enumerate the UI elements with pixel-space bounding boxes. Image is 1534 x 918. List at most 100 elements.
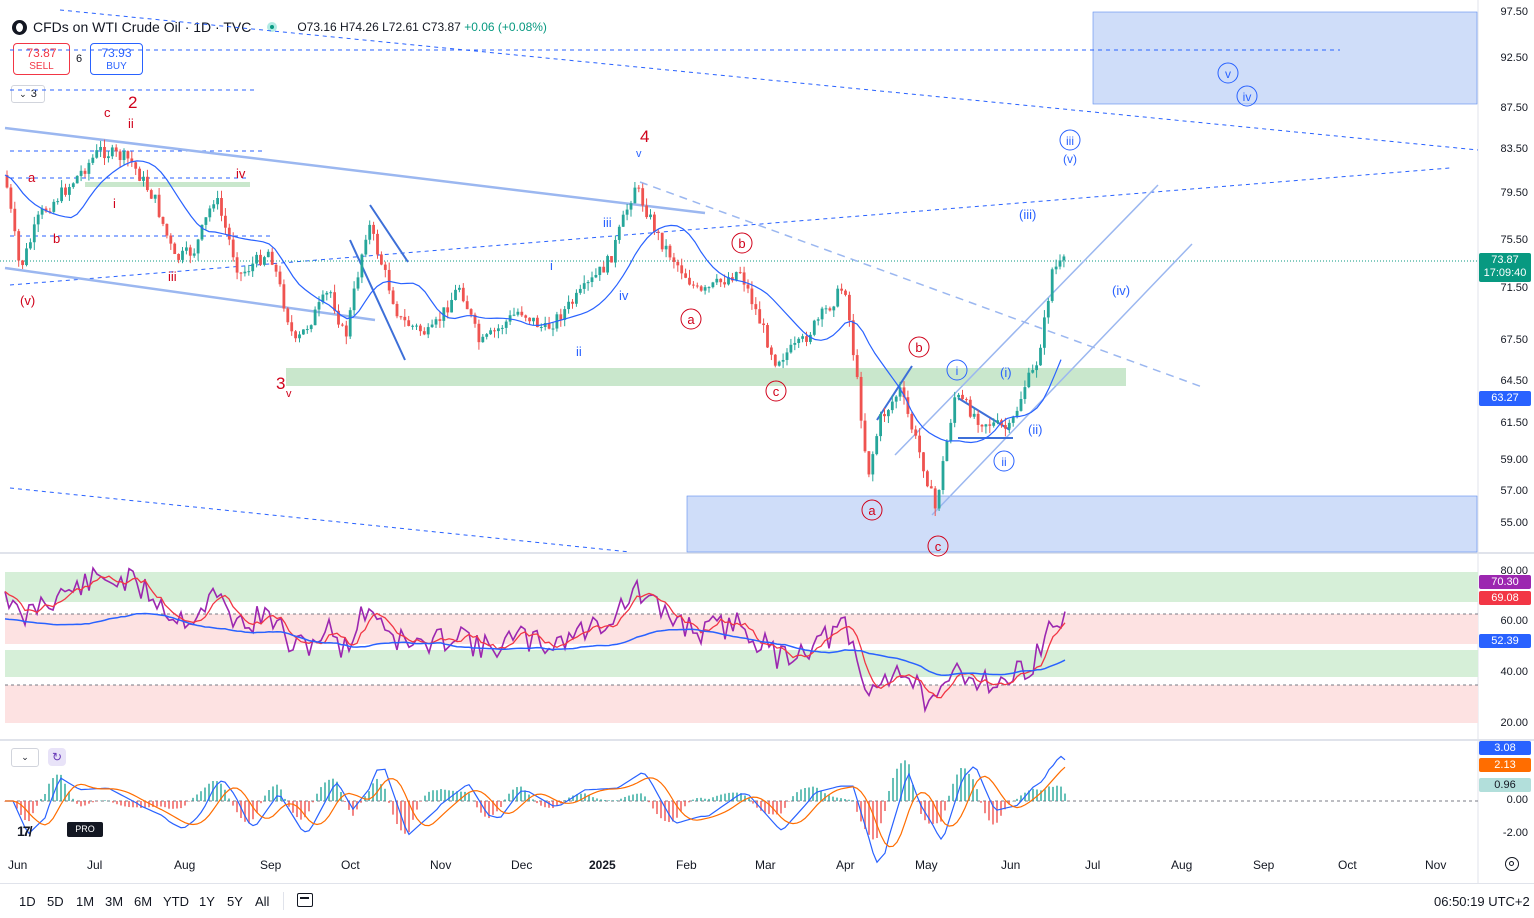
histogram-bar: [708, 798, 710, 801]
price-axis-label: 59.00: [1500, 454, 1528, 466]
target-box-upper[interactable]: [1092, 11, 1478, 105]
histogram-bar: [812, 786, 814, 801]
price-axis-label: 61.50: [1500, 417, 1528, 429]
candle: [883, 414, 886, 417]
histogram-bar: [252, 801, 254, 820]
timeframe-ytd-button[interactable]: YTD: [163, 894, 189, 909]
histogram-bar: [672, 801, 674, 822]
histogram-bar: [432, 790, 434, 801]
wave-label: b: [53, 231, 60, 246]
candle: [972, 413, 976, 417]
elliott-wave-labels-red[interactable]: c 2 ii a b i iv iii (v) 3 v 4: [20, 93, 649, 400]
rsi-long-ma-line[interactable]: [4, 612, 1066, 677]
channel-lines[interactable]: [4, 126, 1206, 516]
macd-histogram[interactable]: [4, 760, 1066, 840]
histogram-bar: [324, 782, 326, 801]
timeframe-3m-button[interactable]: 3M: [105, 894, 124, 909]
moving-average-line[interactable]: [4, 160, 1062, 444]
timeframe-1y-button[interactable]: 1Y: [199, 894, 215, 909]
candle: [516, 311, 520, 315]
candle: [270, 251, 274, 265]
candle: [621, 214, 625, 227]
histogram-bar: [64, 783, 66, 801]
svg-text:c: c: [935, 539, 942, 554]
candle: [161, 216, 165, 224]
candle: [493, 330, 496, 332]
histogram-bar: [124, 801, 126, 807]
candle: [563, 309, 567, 320]
symbol-legend[interactable]: CFDs on WTI Crude Oil · 1D · TVC O73.16 …: [12, 17, 547, 37]
date-range-icon[interactable]: [297, 893, 313, 907]
candle: [879, 414, 882, 437]
sell-button[interactable]: 73.87 SELL: [13, 43, 70, 75]
rsi-ma-line[interactable]: [4, 575, 1066, 699]
candle: [582, 283, 586, 289]
refresh-icon[interactable]: ↻: [48, 748, 66, 766]
candle: [723, 282, 726, 285]
histogram-bar: [544, 801, 546, 808]
candle: [840, 288, 843, 291]
histogram-bar: [240, 801, 242, 818]
settings-icon[interactable]: [1505, 857, 1519, 871]
clock-display[interactable]: 06:50:19 UTC+2: [1434, 894, 1530, 909]
candle: [512, 314, 516, 316]
elliott-wave-circles-blue[interactable]: [946, 62, 1258, 472]
histogram-bar: [192, 797, 194, 801]
histogram-bar: [916, 801, 918, 802]
candle: [871, 454, 875, 475]
candle: [442, 307, 446, 321]
histogram-bar: [384, 788, 386, 801]
candle: [695, 285, 699, 287]
candle: [1054, 266, 1058, 270]
price-axis-label: 71.50: [1500, 282, 1528, 294]
timeframe-5y-button[interactable]: 5Y: [227, 894, 243, 909]
candle: [461, 287, 465, 302]
histogram-bar: [588, 795, 590, 801]
candle: [500, 327, 504, 329]
histogram-bar: [40, 798, 42, 801]
elliott-wave-circles-red[interactable]: [680, 232, 949, 557]
candle: [945, 441, 949, 462]
candle: [274, 264, 278, 272]
candle: [801, 336, 804, 339]
candle: [641, 188, 645, 206]
timeframe-6m-button[interactable]: 6M: [134, 894, 153, 909]
support-zone[interactable]: [286, 368, 1126, 386]
dashed-lines[interactable]: [9, 9, 1479, 553]
candle: [177, 254, 180, 260]
target-box-lower[interactable]: [686, 495, 1478, 553]
price-candles[interactable]: [5, 139, 1066, 517]
candle: [793, 342, 797, 345]
histogram-bar: [100, 800, 102, 802]
signal-line[interactable]: [5, 766, 1066, 848]
histogram-bar: [468, 793, 470, 801]
candle: [575, 292, 578, 304]
candle: [465, 301, 469, 310]
histogram-bar: [260, 801, 262, 804]
candle: [344, 325, 348, 337]
support-zone-small[interactable]: [85, 182, 250, 187]
candle: [239, 272, 243, 274]
histogram-bar: [784, 801, 786, 808]
timeframe-all-button[interactable]: All: [255, 894, 270, 909]
histogram-bar: [644, 796, 646, 801]
candle: [454, 289, 457, 300]
histogram-bar: [576, 794, 578, 801]
candle: [329, 292, 333, 294]
market-status-icon[interactable]: [263, 20, 281, 34]
candle: [107, 156, 110, 159]
timeframe-1m-button[interactable]: 1M: [76, 894, 95, 909]
pane-collapse-button[interactable]: ⌄: [11, 748, 39, 767]
candle: [165, 223, 169, 236]
candle: [352, 288, 356, 311]
histogram-bar: [128, 801, 130, 808]
histogram-bar: [1040, 790, 1042, 801]
candle: [29, 242, 32, 249]
timeframe-1d-button[interactable]: 1D: [19, 894, 36, 909]
histogram-bar: [476, 801, 478, 808]
histogram-bar: [340, 791, 342, 801]
timeframe-5d-button[interactable]: 5D: [47, 894, 64, 909]
elliott-wave-labels-blue[interactable]: v iii i iv ii (iii) (iv) (i) (ii): [550, 148, 1130, 437]
histogram-bar: [420, 801, 422, 802]
